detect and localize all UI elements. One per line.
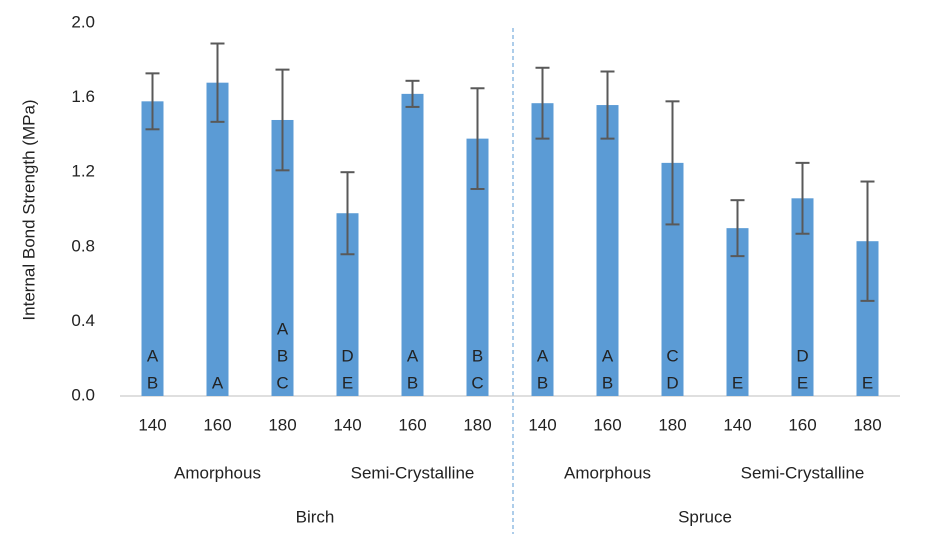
significance-letter: E xyxy=(797,373,808,392)
significance-letter: B xyxy=(472,346,483,365)
bar xyxy=(726,228,749,396)
significance-letter: E xyxy=(862,373,873,392)
subgroup-label: Semi-Crystalline xyxy=(741,463,865,482)
y-tick-label: 2.0 xyxy=(71,12,95,31)
x-tick-label: 180 xyxy=(853,415,881,434)
x-tick-label: 160 xyxy=(203,415,231,434)
y-tick-label: 1.2 xyxy=(71,162,95,181)
significance-letter: D xyxy=(796,346,808,365)
significance-letter: D xyxy=(666,373,678,392)
significance-letter: E xyxy=(732,373,743,392)
bar xyxy=(401,93,424,397)
x-tick-label: 140 xyxy=(723,415,751,434)
bar xyxy=(661,162,684,396)
bar xyxy=(596,105,619,396)
x-tick-label: 160 xyxy=(593,415,621,434)
x-tick-label: 180 xyxy=(268,415,296,434)
y-axis-label: Internal Bond Strength (MPa) xyxy=(19,99,38,320)
x-tick-label: 140 xyxy=(528,415,556,434)
x-tick-label: 160 xyxy=(398,415,426,434)
x-tick-label: 160 xyxy=(788,415,816,434)
y-tick-label: 1.6 xyxy=(71,87,95,106)
significance-letter: B xyxy=(537,373,548,392)
group-label: Spruce xyxy=(678,507,732,526)
bar xyxy=(336,213,359,396)
bar xyxy=(791,198,814,396)
significance-letter: C xyxy=(471,373,483,392)
bar xyxy=(271,119,294,396)
x-tick-label: 180 xyxy=(463,415,491,434)
x-tick-label: 140 xyxy=(138,415,166,434)
bar xyxy=(856,241,879,396)
bar xyxy=(141,101,164,396)
significance-letter: A xyxy=(602,346,614,365)
bar xyxy=(466,138,489,396)
subgroup-label: Amorphous xyxy=(174,463,261,482)
significance-letter: A xyxy=(407,346,419,365)
significance-letter: D xyxy=(341,346,353,365)
group-label: Birch xyxy=(296,507,335,526)
significance-letter: B xyxy=(277,346,288,365)
significance-letter: B xyxy=(602,373,613,392)
significance-letter: A xyxy=(277,319,289,338)
x-tick-label: 180 xyxy=(658,415,686,434)
y-tick-label: 0.4 xyxy=(71,311,95,330)
significance-letter: E xyxy=(342,373,353,392)
x-tick-label: 140 xyxy=(333,415,361,434)
significance-letter: C xyxy=(666,346,678,365)
significance-letter: A xyxy=(147,346,159,365)
significance-letter: C xyxy=(276,373,288,392)
bar xyxy=(206,82,229,397)
subgroup-label: Semi-Crystalline xyxy=(351,463,475,482)
bar xyxy=(531,103,554,396)
y-tick-label: 0.8 xyxy=(71,236,95,255)
significance-letter: B xyxy=(407,373,418,392)
significance-letter: A xyxy=(537,346,549,365)
y-tick-label: 0.0 xyxy=(71,385,95,404)
significance-letter: B xyxy=(147,373,158,392)
subgroup-label: Amorphous xyxy=(564,463,651,482)
significance-letter: A xyxy=(212,373,224,392)
